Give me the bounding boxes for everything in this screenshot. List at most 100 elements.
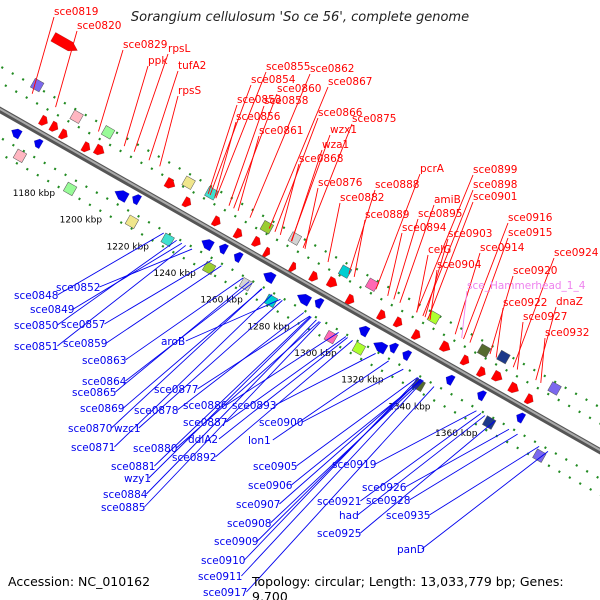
reverse-label-sce0859: sce0859 — [63, 338, 107, 350]
reverse-label-sce0878: sce0878 — [134, 405, 178, 417]
forward-leader-rpsS — [159, 95, 179, 167]
forward-label-sce0899: sce0899 — [473, 164, 517, 176]
feature-box-13 — [547, 381, 562, 396]
forward-leader-sce0862 — [249, 73, 311, 218]
reverse-label-panD: panD — [397, 544, 425, 556]
feature-box-15 — [62, 181, 78, 197]
reverse-label-sce0850: sce0850 — [14, 320, 58, 332]
kbp-tick-label: 1220 kbp — [107, 242, 150, 252]
reverse-label-sce0905: sce0905 — [253, 461, 297, 473]
forward-label-sce0889: sce0889 — [365, 209, 409, 221]
forward-leader-amiB — [399, 204, 435, 303]
reverse-leader-wzc1 — [138, 300, 283, 429]
forward-gene-5 — [80, 141, 91, 153]
forward-label-sce0860: sce0860 — [277, 83, 321, 95]
reverse-leader-sce0926 — [405, 428, 510, 488]
reverse-label-sce0880: sce0880 — [133, 443, 177, 455]
forward-label-wza1: wza1 — [322, 139, 349, 151]
reverse-leader-sce0864 — [125, 282, 253, 382]
kbp-tick-label: 1180 kbp — [13, 189, 56, 199]
forward-gene-19 — [410, 328, 421, 341]
forward-label-sce0861: sce0861 — [259, 125, 303, 137]
reverse-label-sce0925: sce0925 — [317, 528, 361, 540]
forward-leader-sce0922 — [495, 307, 504, 358]
figure-title: Sorangium cellulosum 'So ce 56', complet… — [130, 10, 470, 25]
forward-label-sce0858: sce0858 — [264, 95, 308, 107]
forward-leader-sce0899 — [416, 174, 474, 313]
forward-label-sce0875: sce0875 — [352, 113, 396, 125]
kbp-tick-label: 1240 kbp — [153, 269, 196, 279]
reverse-label-sce0885: sce0885 — [101, 502, 145, 514]
reverse-label-sce0857: sce0857 — [61, 319, 105, 331]
reverse-leader-sce0878 — [177, 312, 305, 411]
feature-box-2 — [69, 109, 84, 124]
forward-gene-21 — [459, 354, 470, 366]
forward-label-sce0888: sce0888 — [375, 179, 419, 191]
feature-box-4 — [181, 175, 196, 190]
reverse-leader-sce0925 — [360, 420, 496, 534]
reverse-leader-sce0869 — [123, 288, 263, 409]
forward-gene-25 — [523, 393, 534, 405]
reverse-leader-aroB — [185, 298, 281, 342]
genome-backbone — [0, 107, 600, 452]
forward-label-sce0868: sce0868 — [299, 153, 343, 165]
forward-leader-sce0819 — [31, 16, 55, 94]
forward-gene-10 — [232, 227, 243, 239]
feature-box-8 — [337, 264, 353, 279]
reverse-label-sce0869: sce0869 — [80, 403, 124, 415]
forward-leader-sce0867 — [268, 86, 329, 229]
reverse-gene-7 — [233, 251, 244, 264]
forward-gene-7 — [163, 176, 176, 189]
reverse-leader-sce0881 — [154, 316, 311, 467]
reverse-leader-sce0871 — [114, 294, 273, 448]
reverse-leader-sce0911 — [241, 380, 424, 577]
forward-label-sce0920: sce0920 — [513, 265, 557, 277]
reverse-leader-sce0884 — [146, 319, 317, 495]
reverse-label-sce0906: sce0906 — [248, 480, 293, 492]
forward-gene-1 — [50, 32, 78, 52]
feature-box-17 — [160, 232, 175, 247]
reverse-gene-13 — [389, 342, 400, 354]
forward-leader-sce0903 — [424, 238, 449, 318]
forward-gene-4 — [57, 128, 68, 140]
forward-leader-sce0861 — [237, 135, 260, 211]
reverse-label-sce0921: sce0921 — [317, 496, 361, 508]
feature-box-18 — [201, 260, 217, 276]
forward-gene-6 — [92, 143, 105, 156]
reverse-leader-had — [357, 415, 486, 516]
reverse-leader-sce0921 — [360, 412, 482, 502]
reverse-label-sce0908: sce0908 — [227, 518, 271, 530]
forward-gene-12 — [261, 246, 271, 258]
reverse-gene-16 — [477, 390, 488, 402]
forward-leader-sce0916 — [463, 222, 509, 340]
forward-gene-23 — [490, 369, 503, 382]
reverse-label-had: had — [339, 510, 359, 522]
reverse-gene-5 — [201, 239, 215, 252]
forward-leader-tufA2 — [148, 70, 179, 161]
reverse-leader-sce0885 — [144, 321, 321, 508]
forward-label-sce_Hammerhead_1_4: sce_Hammerhead_1_4 — [467, 280, 586, 292]
kbp-tick-label: 1360 kbp — [435, 429, 478, 439]
forward-gene-17 — [375, 309, 386, 321]
reverse-label-sce0852: sce0852 — [56, 282, 100, 294]
reverse-label-sce0892: sce0892 — [172, 452, 216, 464]
feature-box-10 — [426, 310, 442, 325]
reverse-label-sce0928: sce0928 — [366, 495, 410, 507]
forward-leader-rpsL — [133, 53, 169, 152]
reverse-label-sce0911: sce0911 — [198, 571, 242, 583]
reverse-leader-sce0892 — [215, 340, 353, 458]
forward-leader-sce0895 — [393, 218, 419, 300]
forward-label-sce0862: sce0862 — [310, 63, 354, 75]
reverse-gene-12 — [373, 341, 389, 355]
forward-label-wzx1: wzx1 — [330, 124, 357, 136]
forward-label-sce0882: sce0882 — [340, 192, 384, 204]
forward-label-sce0829: sce0829 — [123, 39, 167, 51]
reverse-leader-sce0900 — [302, 368, 404, 423]
forward-leader-celG — [416, 254, 429, 313]
forward-gene-15 — [325, 275, 338, 288]
reverse-label-sce0917: sce0917 — [203, 587, 247, 599]
kbp-tick-label: 1260 kbp — [200, 296, 243, 306]
forward-label-sce0820: sce0820 — [77, 20, 121, 32]
